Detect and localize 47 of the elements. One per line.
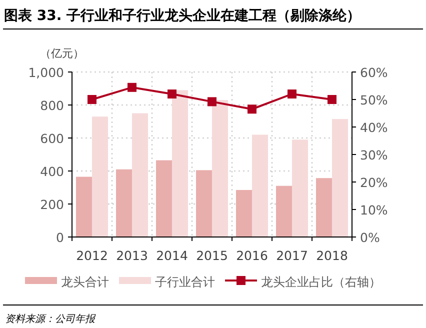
- x-tick-label: 2016: [236, 248, 268, 263]
- y-tick-label: 800: [40, 98, 64, 113]
- y2-tick-label: 20%: [360, 175, 388, 190]
- bar: [332, 119, 348, 237]
- bar: [116, 169, 132, 237]
- y-tick-label: 600: [40, 131, 64, 146]
- bar: [292, 140, 308, 237]
- point: [128, 82, 136, 92]
- point: [328, 95, 336, 104]
- y-tick-label: 400: [40, 164, 64, 179]
- point: [88, 95, 96, 104]
- x-tick-label: 2017: [276, 248, 308, 263]
- x-tick-label: 2014: [156, 248, 188, 263]
- x-tick-label: 2018: [316, 248, 348, 263]
- y2-tick-label: 30%: [360, 148, 388, 162]
- bar: [156, 160, 172, 237]
- x-tick-label: 2012: [76, 248, 108, 263]
- y2-tick-label: 50%: [360, 92, 388, 108]
- bar: [132, 113, 148, 237]
- y-tick-label: 1,000: [28, 65, 64, 80]
- bar: [76, 176, 92, 237]
- y-axis-title: （亿元）: [40, 47, 84, 60]
- bar: [92, 116, 108, 237]
- chart-title: 图表 33. 子行业和子行业龙头企业在建工程（剔除涤纶）: [4, 8, 361, 24]
- legend-label: 子行业合计: [155, 275, 215, 289]
- point: [208, 97, 216, 106]
- legend-label: 龙头企业占比（右轴）: [261, 275, 381, 289]
- bar: [252, 134, 268, 237]
- y2-tick-label: 40%: [360, 120, 388, 135]
- y-tick-label: 200: [40, 197, 64, 212]
- bar: [196, 170, 212, 237]
- bar: [316, 178, 332, 237]
- legend-label: 龙头合计: [61, 275, 109, 289]
- point: [248, 104, 256, 114]
- x-tick-label: 2015: [196, 248, 228, 263]
- y2-tick-label: 60%: [360, 65, 388, 80]
- y2-tick-label: 10%: [360, 202, 388, 218]
- text: 资料来源：公司年报: [5, 313, 96, 325]
- bar: [212, 100, 228, 237]
- bar: [172, 90, 188, 237]
- y2-tick-label: 0%: [360, 230, 380, 245]
- point: [288, 90, 296, 98]
- point: [168, 90, 176, 98]
- bar: [276, 186, 292, 237]
- y-tick-label: 0: [56, 230, 64, 245]
- bar: [236, 190, 252, 237]
- x-tick-label: 2013: [116, 248, 148, 263]
